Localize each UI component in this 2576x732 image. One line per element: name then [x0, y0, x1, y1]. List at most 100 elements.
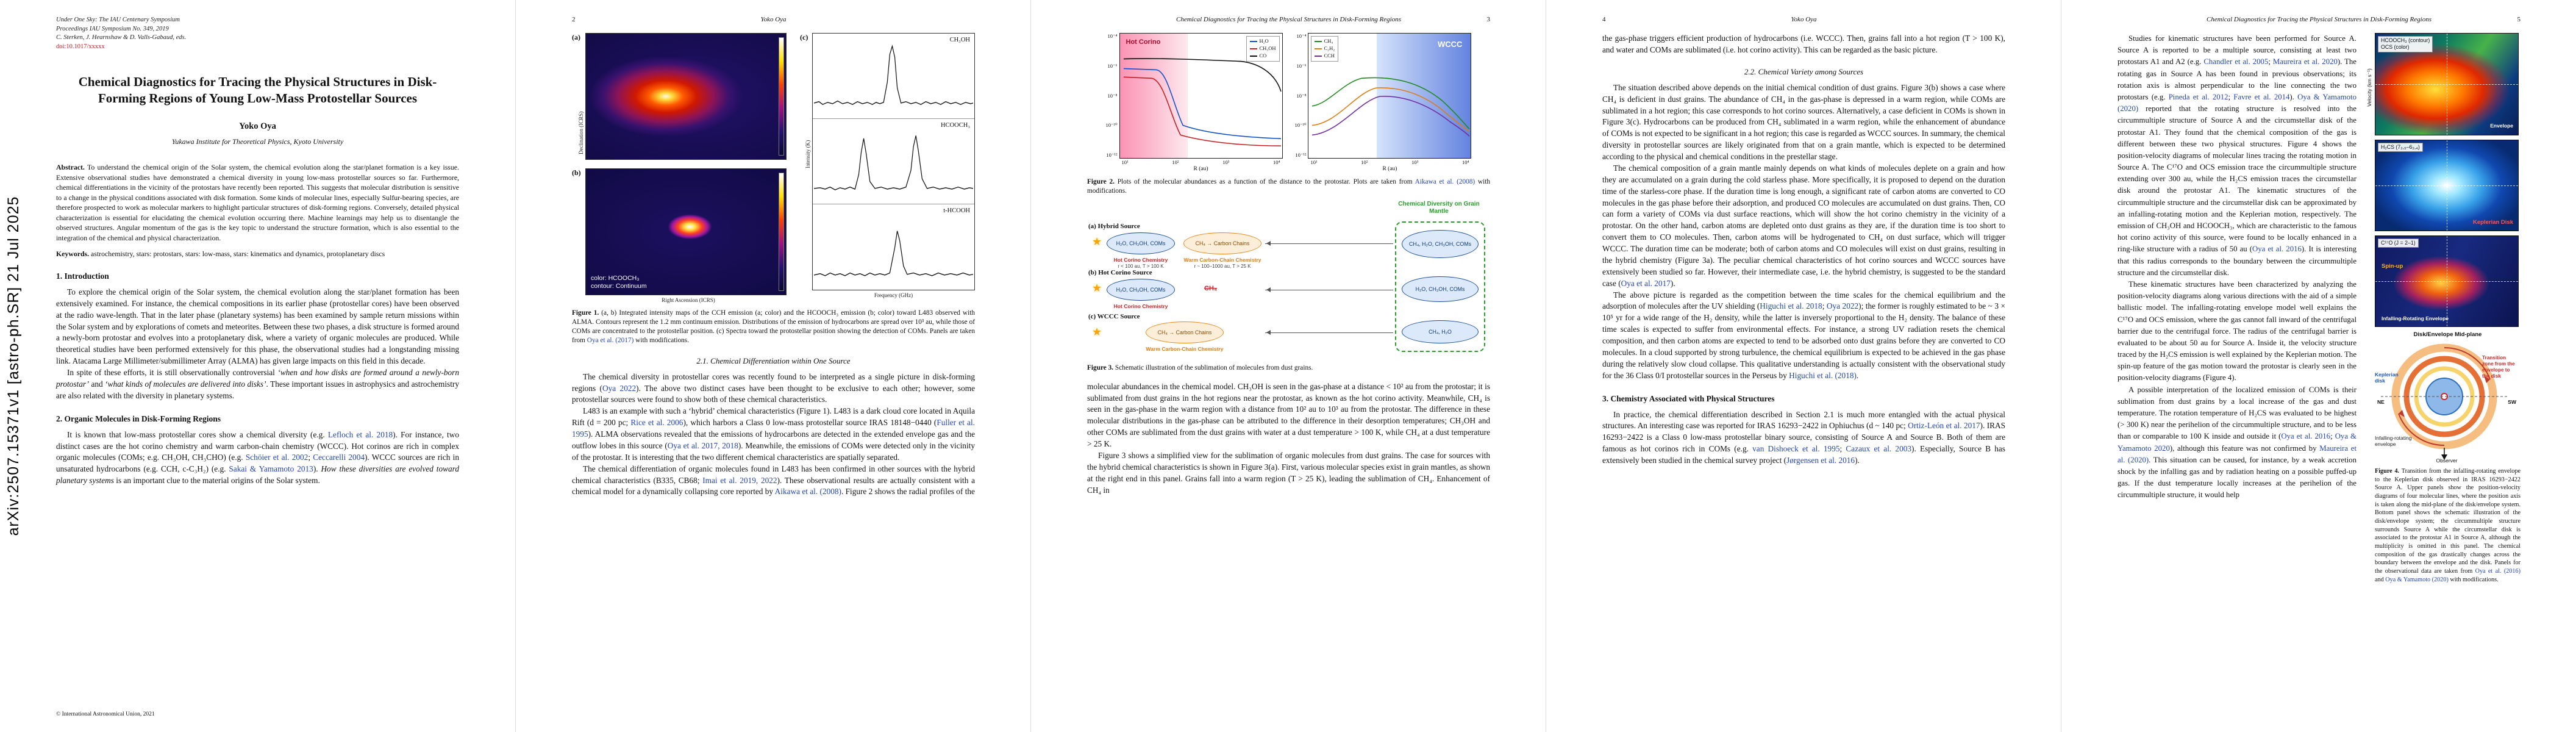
- x-axis-ticks: 10¹ 10² 10³ 10⁴: [1308, 159, 1471, 166]
- figure-1-caption-text: (a, b) Integrated intensity maps of the …: [572, 309, 976, 344]
- citation-link[interactable]: Aikawa et al. (2008): [774, 487, 841, 497]
- figure-2: 10⁻⁴ 10⁻⁶ 10⁻⁸ 10⁻¹⁰ 10⁻¹² Hot Corino: [1087, 33, 1490, 196]
- citation-link[interactable]: Imai et al. 2019, 2022: [702, 475, 777, 485]
- panel-c-tag: (c): [800, 33, 808, 41]
- wccc-region-label: WCCC: [1438, 40, 1463, 49]
- transition-zone-label: Transition zone from the envelope to the…: [2482, 355, 2515, 379]
- tick-label: 10⁻¹⁰: [1105, 122, 1118, 129]
- map-note-line: contour: Continuum: [591, 282, 647, 290]
- citation-link[interactable]: Lefloch et al. 2018: [327, 429, 393, 439]
- pv-diagram-ocs: HCOOCH₃ (contour) OCS (color) Envelope: [2375, 33, 2519, 135]
- abundance-plot-right: 10⁻⁴ 10⁻⁶ 10⁻⁸ 10⁻¹⁰ 10⁻¹² WCCC: [1295, 33, 1472, 172]
- pv1-tag-line: OCS (color): [2381, 44, 2410, 51]
- figure-3-caption-label: Figure 3.: [1087, 364, 1114, 371]
- pv-diagram-c17o: C¹⁷O (J = 2–1) Spin-up Infalling-Rotatin…: [2375, 235, 2519, 327]
- map-note-line: color: HCOOCH₃: [591, 274, 640, 282]
- citation-link[interactable]: Oya et al. (2017): [587, 336, 634, 344]
- abundance-curves: [1123, 58, 1282, 146]
- legend-label: CH₄: [1324, 38, 1333, 44]
- citation-link[interactable]: Oya & Yamamoto (2020): [2118, 92, 2357, 113]
- infalling-rotating-envelope-label: Infalling-rotating envelope: [2375, 435, 2412, 448]
- hybrid-source-label: (a) Hybrid Source: [1088, 222, 1140, 230]
- citation-link[interactable]: Schöier et al. 2002: [245, 453, 309, 462]
- envelope-label: Envelope: [2490, 123, 2513, 129]
- citation-link[interactable]: Pineda et al. 2012: [2168, 92, 2228, 101]
- paragraph: Figure 3 shows a simplified view for the…: [1087, 450, 1490, 495]
- citation-link[interactable]: Cazaux et al. 2003: [1846, 444, 1912, 454]
- legend-entry: CCH: [1315, 52, 1335, 60]
- pv3-molecule-tag: C¹⁷O (J = 2–1): [2378, 239, 2419, 248]
- citation-link[interactable]: Higuchi et al. (2018): [1789, 370, 1857, 380]
- section-3-heading: 3. Chemistry Associated with Physical St…: [1602, 393, 1775, 403]
- citation-link[interactable]: Fuller et al. 1995: [572, 418, 976, 439]
- x-axis-label: R (au): [1382, 166, 1397, 172]
- running-head: Chemical Diagnostics for Tracing the Phy…: [1087, 16, 1490, 23]
- citation-link[interactable]: Higuchi et al. 2018: [1760, 301, 1822, 311]
- grain-mantle-box: [1395, 221, 1485, 352]
- colorbar: [779, 173, 784, 291]
- x-axis-ticks: 10¹ 10² 10³ 10⁴: [1119, 159, 1283, 166]
- citation-link[interactable]: Ortiz-León et al. 2017: [1908, 421, 1980, 431]
- citation-link[interactable]: Oya 2022: [602, 383, 637, 393]
- citation-link[interactable]: Favre et al. 2014: [2233, 92, 2290, 101]
- journal-proceedings: Proceedings IAU Symposium No. 349, 2019: [56, 25, 169, 32]
- molecule-label: CH₃OH: [949, 37, 970, 43]
- tick-label: 10²: [1172, 159, 1179, 165]
- tick-label: 10⁻⁶: [1107, 62, 1118, 69]
- doi-link[interactable]: doi:10.1017/xxxxx: [56, 43, 105, 51]
- section-2-2-heading: 2.2. Chemical Variety among Sources: [1744, 66, 1864, 76]
- legend-swatch: [1315, 48, 1322, 49]
- compass-sw: SW: [2508, 399, 2516, 405]
- citation-link[interactable]: Oya et al. (2016): [2475, 568, 2521, 575]
- figure-1-panels: (a) (b) color: HCOOCH₃ contour: Continuu…: [572, 33, 975, 303]
- figure-1-caption: Figure 1. (a, b) Integrated intensity ma…: [572, 309, 975, 345]
- citation-link[interactable]: Jørgensen et al. 2016: [1786, 456, 1855, 465]
- paragraph: The chemical differentiation of organic …: [572, 464, 976, 497]
- running-author: Yoko Oya: [1791, 16, 1817, 23]
- citation-link[interactable]: Rice et al. 2006: [630, 418, 683, 428]
- citation-link[interactable]: Maureira et al. 2020: [2272, 57, 2338, 66]
- text-column: Studies for kinematic structures have be…: [2118, 33, 2357, 584]
- citation-link[interactable]: Oya et al. 2017, 2018: [667, 440, 738, 450]
- citation-link[interactable]: Oya & Yamamoto (2020): [2385, 576, 2449, 583]
- figure-2-caption-label: Figure 2.: [1087, 178, 1115, 185]
- tick-label: 10⁻¹²: [1106, 152, 1118, 158]
- spectrum-trace: [813, 135, 974, 190]
- hot-corino-chemistry-label: Hot Corino Chemistry: [1113, 256, 1168, 263]
- tick-label: 10³: [1411, 159, 1419, 165]
- citation-link[interactable]: Oya et al. 2017: [667, 440, 718, 450]
- citation-link[interactable]: Oya 2022: [1826, 301, 1859, 311]
- grain-mantle-oval-hybrid: CH₄, H₂O, CH₃OH, COMs: [1402, 229, 1479, 258]
- wccc-source-label: (c) WCCC Source: [1088, 312, 1140, 320]
- tick-label: 10⁻⁶: [1296, 62, 1307, 69]
- legend-entry: H₂O: [1250, 38, 1276, 45]
- page-4: 4 Yoko Oya the gas-phase triggers effici…: [1546, 0, 2061, 732]
- citation-link[interactable]: Ceccarelli 2004: [313, 453, 365, 462]
- citation-link[interactable]: Chandler et al. 2005: [2203, 57, 2269, 66]
- tick-label: 10¹: [1121, 159, 1129, 165]
- abstract-label: Abstract.: [56, 163, 85, 172]
- citation-link[interactable]: Oya & Yamamoto 2020: [2118, 432, 2357, 453]
- observer-label: Observer: [2436, 458, 2458, 464]
- legend-label: CCH: [1324, 52, 1335, 59]
- legend-entry: C₂H₂: [1315, 45, 1335, 52]
- citation-link[interactable]: Aikawa et al. (2008): [1415, 178, 1475, 185]
- citation-link[interactable]: Maureira et al. (2020): [2118, 443, 2357, 464]
- citation-link[interactable]: van Dishoeck et al. 1995: [1752, 444, 1840, 454]
- italic-run: How these diversities are evolved toward…: [56, 464, 459, 486]
- citation-link[interactable]: Oya et al. 2016: [2281, 432, 2331, 441]
- citation-link[interactable]: Sakai & Yamamoto 2013: [229, 464, 313, 474]
- paragraph: molecular abundances in the chemical mod…: [1087, 381, 1490, 449]
- grain-mantle-oval-wccc: CH₄, H₂O: [1402, 320, 1479, 343]
- tick-label: 10⁻¹²: [1295, 152, 1307, 158]
- citation-link[interactable]: Oya et al. 2017: [1621, 278, 1671, 288]
- figure-1-caption-label: Figure 1.: [572, 309, 599, 317]
- figure-3-caption-text: Schematic illustration of the sublimatio…: [1115, 364, 1313, 371]
- keywords-label: Keywords.: [56, 249, 90, 259]
- page-5-columns: Studies for kinematic structures have be…: [2118, 33, 2521, 584]
- citation-link[interactable]: Oya et al. 2016: [2252, 245, 2302, 254]
- figure-4-caption: Figure 4. Transition from the infalling-…: [2375, 467, 2521, 584]
- paragraph: L483 is an example with such a ‘hybrid’ …: [572, 406, 976, 462]
- infall-arrow: [1265, 240, 1393, 246]
- legend-swatch: [1315, 55, 1322, 57]
